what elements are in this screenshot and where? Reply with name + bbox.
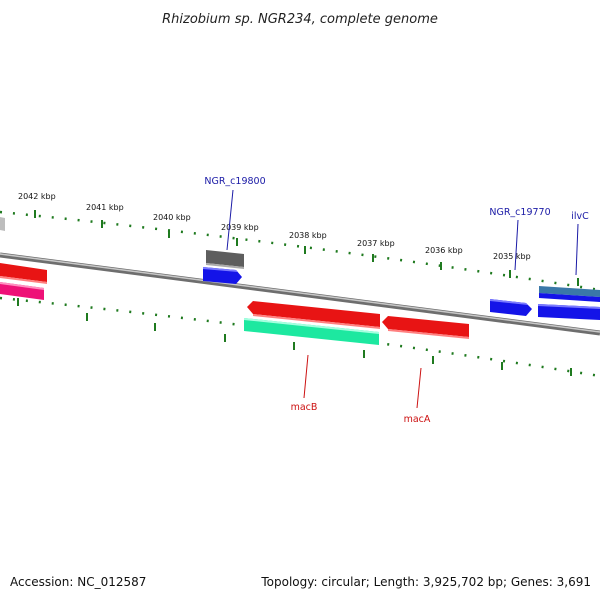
gene-ilvC-blue[interactable]: [539, 293, 600, 302]
leader-macA: [416, 367, 422, 409]
leader-NGR_c19770: [514, 219, 519, 271]
inner-scale-ring: [0, 296, 600, 378]
gene-teal[interactable]: [244, 318, 379, 345]
gene-macA-red[interactable]: [382, 316, 469, 337]
gene-label-ilvC[interactable]: ilvC: [571, 211, 589, 222]
gene-label-macB[interactable]: macB: [291, 402, 318, 413]
gene-grey-forward-left[interactable]: [0, 217, 5, 231]
gene-label-macA[interactable]: macA: [404, 414, 431, 425]
tick-label: 2040 kbp: [153, 213, 191, 222]
gene-label-NGR_c19800[interactable]: NGR_c19800: [204, 176, 265, 187]
gene-label-NGR_c19770[interactable]: NGR_c19770: [489, 207, 550, 218]
gene-ilvC-steel[interactable]: [539, 286, 600, 297]
accession-text: Accession: NC_012587: [10, 575, 146, 589]
gene-red-left-highlight: [0, 276, 47, 284]
gene-macA-red-highlight: [388, 329, 469, 339]
outer-scale-ring: [0, 210, 600, 292]
gene-NGR_c19800-grey-highlight: [206, 263, 244, 269]
tick-label: 2039 kbp: [221, 223, 259, 232]
tick-label: 2036 kbp: [425, 246, 463, 255]
gene-NGR_c19770-highlight: [490, 299, 528, 305]
tick-label: 2041 kbp: [86, 203, 124, 212]
leader-NGR_c19800: [226, 189, 234, 251]
gene-blue-forward-small-highlight: [203, 267, 238, 272]
gene-macB-red-highlight: [253, 314, 380, 329]
gene-red-left[interactable]: [0, 263, 47, 282]
gene-magenta-left-highlight: [0, 282, 44, 290]
gene-macB-red[interactable]: [247, 301, 380, 327]
gene-NGR_c19800-grey[interactable]: [206, 250, 244, 267]
inner-major-ticks: [17, 298, 572, 376]
tick-label: 2035 kbp: [493, 252, 531, 261]
leader-macB: [303, 354, 309, 399]
genome-backbone-highlight: [0, 253, 600, 333]
gene-teal-highlight: [244, 318, 379, 334]
tick-label: 2037 kbp: [357, 239, 395, 248]
topology-text: Topology: circular; Length: 3,925,702 bp…: [260, 575, 591, 589]
tick-label: 2038 kbp: [289, 231, 327, 240]
gene-ilvC-lower-highlight: [538, 304, 600, 309]
genome-backbone: [0, 252, 600, 336]
map-title: Rhizobium sp. NGR234, complete genome: [162, 12, 438, 27]
tick-label: 2042 kbp: [18, 192, 56, 201]
leader-ilvC: [575, 223, 579, 276]
outer-major-ticks: [34, 210, 579, 286]
